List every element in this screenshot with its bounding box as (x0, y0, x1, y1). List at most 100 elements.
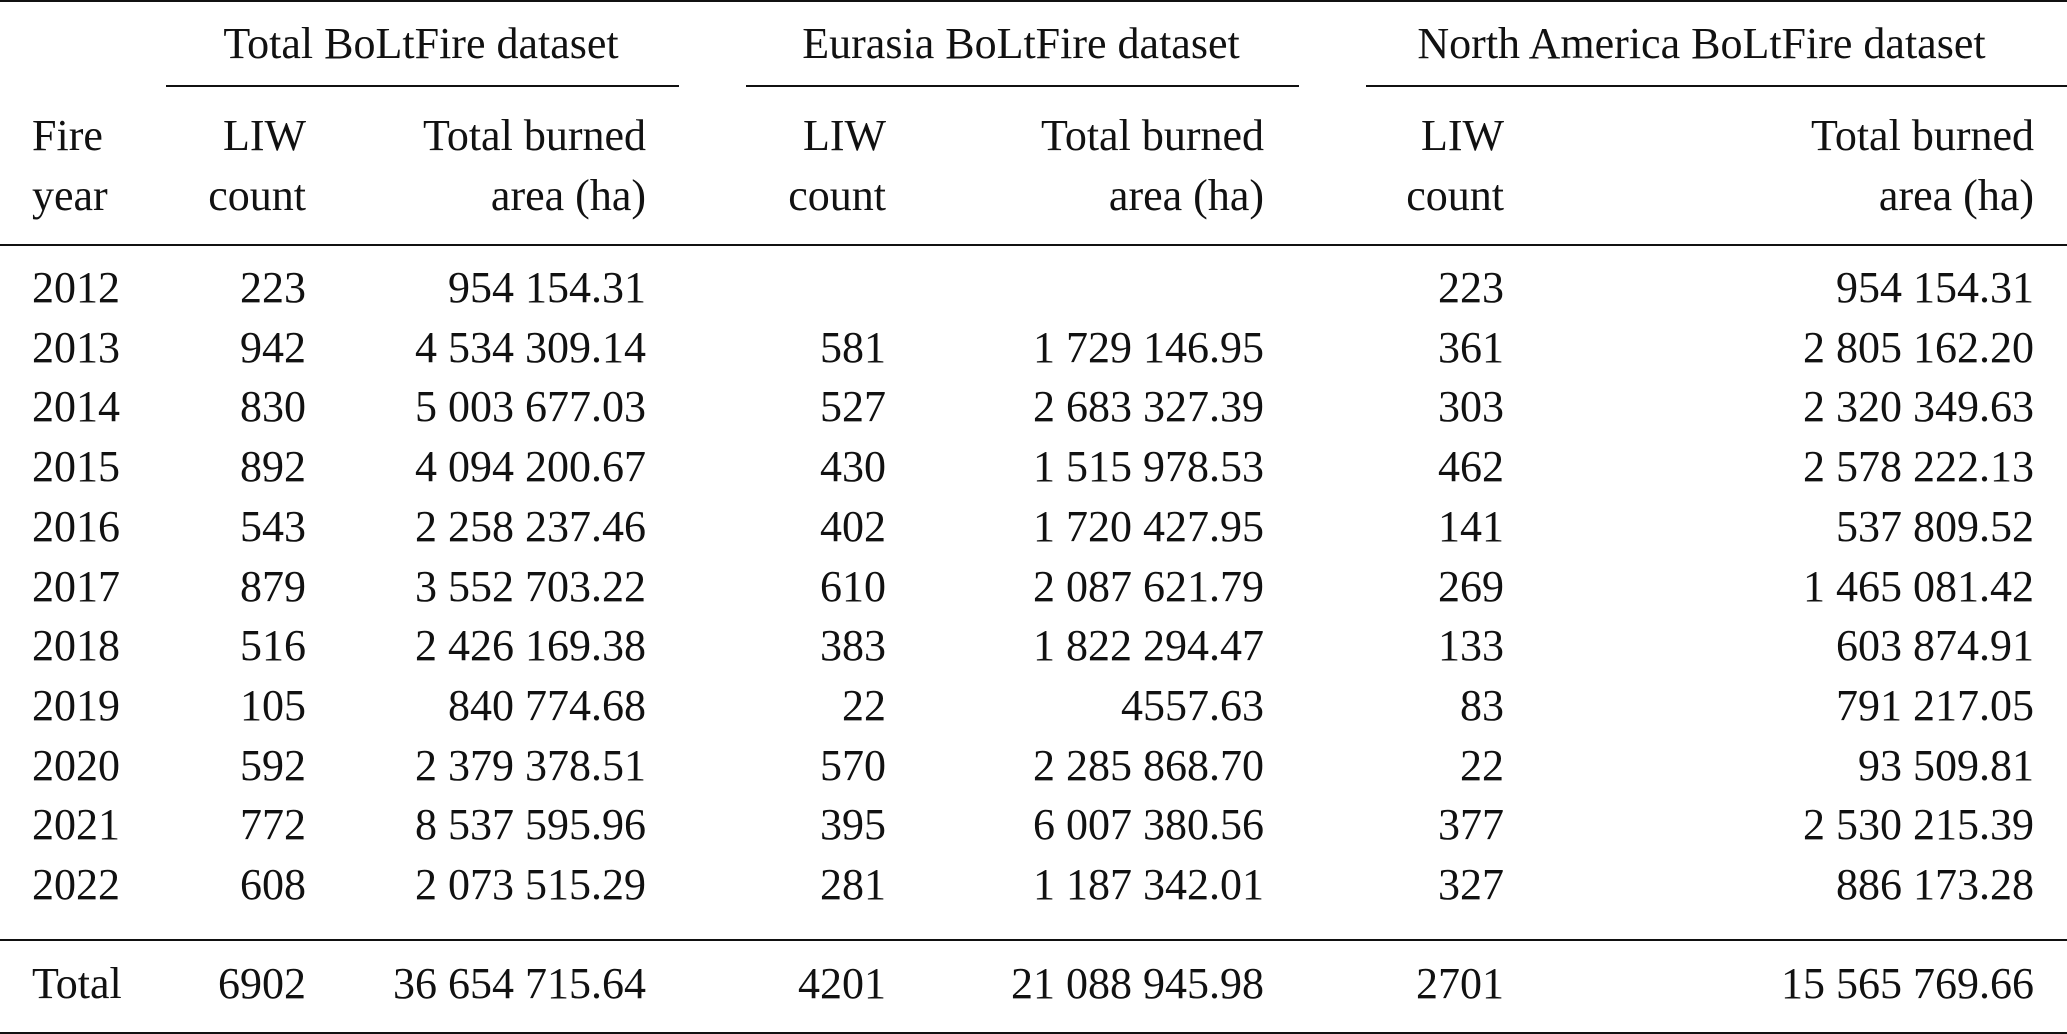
table-cell-year: 2021 (32, 800, 120, 850)
group-header-eurasia: Eurasia BoLtFire dataset (802, 19, 1240, 68)
group-header-north-america: North America BoLtFire dataset (1417, 19, 1986, 68)
subheader-na-liw-line1: LIW (1420, 111, 1504, 160)
table-cell-total-area: 8 537 595.96 (415, 800, 646, 850)
table-cell-year: 2022 (32, 860, 120, 909)
table-cell-eu-area: 1 187 342.01 (1033, 860, 1264, 909)
table-cell-na-area: 93 509.81 (1858, 740, 2034, 790)
table-cell-year: 2015 (32, 442, 120, 492)
table-cell-total-area: 2 258 237.46 (415, 501, 646, 551)
table-cell-total-area: 954 154.31 (448, 263, 646, 312)
table-cell-eu-area: 1 515 978.53 (1033, 442, 1264, 492)
table-cell-na-area: 603 874.91 (1836, 621, 2034, 671)
subheader-total-area-line2: area (ha) (490, 171, 646, 220)
subheader-na-liw-line2: count (1406, 171, 1504, 220)
subheader-fire-year-line1: Fire (32, 111, 103, 160)
table-cell-eu-liw: 281 (820, 860, 886, 909)
total-cell-na-liw: 2701 (1416, 959, 1504, 1008)
bottom-rule (0, 1032, 2067, 1034)
table-cell-na-liw: 83 (1460, 680, 1504, 730)
table-cell-total-liw: 942 (240, 322, 306, 372)
table-cell-year: 2020 (32, 740, 120, 790)
table-cell-eu-area: 1 822 294.47 (1033, 621, 1264, 671)
table-cell-year: 2012 (32, 263, 120, 312)
group-underline-total (166, 85, 679, 87)
table-cell-total-liw: 592 (240, 740, 306, 790)
table-cell-eu-liw: 570 (820, 740, 886, 790)
table-cell-na-area: 2 530 215.39 (1803, 800, 2034, 850)
table-cell-total-liw: 830 (240, 382, 306, 432)
table-cell-na-area: 2 805 162.20 (1803, 322, 2034, 372)
subheader-eurasia-liw-line2: count (788, 171, 886, 220)
table-cell-total-liw: 892 (240, 442, 306, 492)
table-cell-total-area: 2 426 169.38 (415, 621, 646, 671)
table-cell-na-area: 2 578 222.13 (1803, 442, 2034, 492)
table-cell-eu-liw: 402 (820, 501, 886, 551)
subheader-total-area-line1: Total burned (423, 111, 646, 160)
table-cell-year: 2018 (32, 621, 120, 671)
subheader-eurasia-area-line2: area (ha) (1108, 171, 1264, 220)
table-cell-na-liw: 22 (1460, 740, 1504, 790)
table-cell-eu-area: 2 683 327.39 (1033, 382, 1264, 432)
table-cell-total-area: 3 552 703.22 (415, 561, 646, 611)
top-rule (0, 0, 2067, 2)
table-cell-total-area: 5 003 677.03 (415, 382, 646, 432)
group-underline-eurasia (746, 85, 1299, 87)
table-cell-na-liw: 141 (1438, 501, 1504, 551)
table-cell-eu-area: 1 729 146.95 (1033, 322, 1264, 372)
table-cell-na-area: 886 173.28 (1836, 860, 2034, 909)
table-cell-total-area: 4 094 200.67 (415, 442, 646, 492)
subheader-na-area-line2: area (ha) (1878, 171, 2034, 220)
total-top-rule (0, 939, 2067, 941)
table-cell-eu-area: 6 007 380.56 (1033, 800, 1264, 850)
table-cell-na-liw: 361 (1438, 322, 1504, 372)
table-cell-total-liw: 608 (240, 860, 306, 909)
table-cell-na-liw: 462 (1438, 442, 1504, 492)
group-header-total: Total BoLtFire dataset (223, 19, 619, 68)
table-cell-eu-liw: 581 (820, 322, 886, 372)
table-cell-total-area: 2 379 378.51 (415, 740, 646, 790)
table-cell-eu-area: 4557.63 (1121, 680, 1264, 730)
table-cell-na-liw: 223 (1438, 263, 1504, 312)
table-cell-na-area: 2 320 349.63 (1803, 382, 2034, 432)
group-underline-north-america (1366, 85, 2067, 87)
subheader-total-liw-line2: count (208, 171, 306, 220)
total-cell-eu-liw: 4201 (798, 959, 886, 1008)
table-cell-na-liw: 303 (1438, 382, 1504, 432)
table-cell-total-liw: 516 (240, 621, 306, 671)
table-cell-total-liw: 223 (240, 263, 306, 312)
subheader-na-area-line1: Total burned (1811, 111, 2034, 160)
table-cell-total-area: 2 073 515.29 (415, 860, 646, 909)
table-cell-eu-liw: 22 (842, 680, 886, 730)
table-cell-na-area: 954 154.31 (1836, 263, 2034, 312)
subheader-fire-year-line2: year (32, 171, 108, 220)
total-cell-year: Total (32, 959, 122, 1008)
table-cell-na-liw: 133 (1438, 621, 1504, 671)
table-cell-eu-area: 2 087 621.79 (1033, 561, 1264, 611)
table-cell-total-liw: 543 (240, 501, 306, 551)
table-cell-eu-liw: 610 (820, 561, 886, 611)
total-cell-total-area: 36 654 715.64 (393, 959, 646, 1008)
table-cell-na-liw: 377 (1438, 800, 1504, 850)
table-cell-total-liw: 772 (240, 800, 306, 850)
table-cell-year: 2019 (32, 680, 120, 730)
total-cell-na-area: 15 565 769.66 (1781, 959, 2034, 1008)
table-cell-eu-liw: 430 (820, 442, 886, 492)
table-cell-eu-liw: 527 (820, 382, 886, 432)
subheader-eurasia-liw-line1: LIW (802, 111, 886, 160)
table-cell-year: 2013 (32, 322, 120, 372)
table-cell-na-area: 1 465 081.42 (1803, 561, 2034, 611)
table-cell-eu-area: 1 720 427.95 (1033, 501, 1264, 551)
table-cell-na-area: 791 217.05 (1836, 680, 2034, 730)
table-cell-total-area: 4 534 309.14 (415, 322, 646, 372)
header-bottom-rule (0, 244, 2067, 246)
table-cell-year: 2016 (32, 501, 120, 551)
subheader-eurasia-area-line1: Total burned (1041, 111, 1264, 160)
table-cell-year: 2017 (32, 561, 120, 611)
table-cell-total-liw: 105 (240, 680, 306, 730)
table-cell-eu-liw: 395 (820, 800, 886, 850)
table-cell-eu-liw: 383 (820, 621, 886, 671)
table-cell-na-area: 537 809.52 (1836, 501, 2034, 551)
table-cell-year: 2014 (32, 382, 120, 432)
table-cell-na-liw: 269 (1438, 561, 1504, 611)
